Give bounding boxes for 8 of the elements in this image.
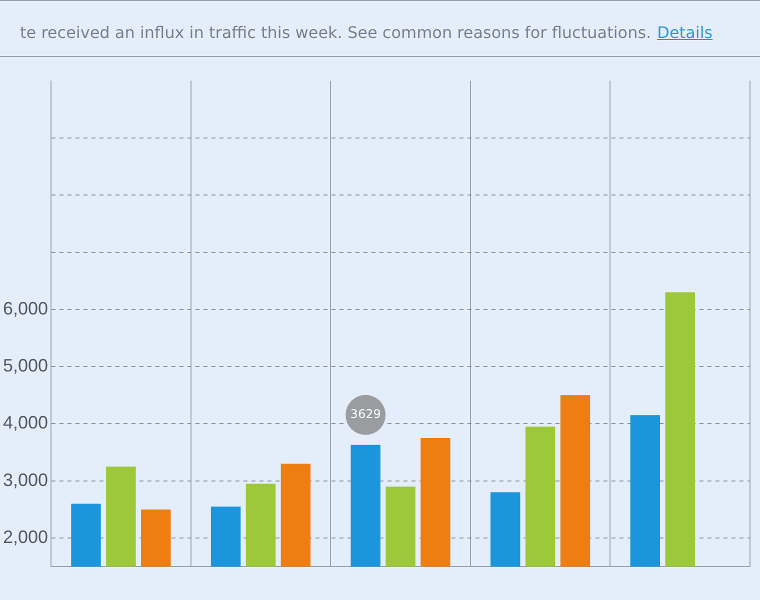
y-tick-label: 3,000 <box>2 470 48 490</box>
text: te received an influx in traffic this week. See common reasons for fluctuations. <box>20 23 652 42</box>
y-tick-label: 6,000 <box>2 298 48 318</box>
y-tick-label: 5,000 <box>2 356 48 376</box>
data-label: 3629 <box>350 407 381 422</box>
text: Details <box>657 23 713 42</box>
y-tick-label: 4,000 <box>2 412 48 433</box>
y-tick-label: 2,000 <box>2 526 48 547</box>
